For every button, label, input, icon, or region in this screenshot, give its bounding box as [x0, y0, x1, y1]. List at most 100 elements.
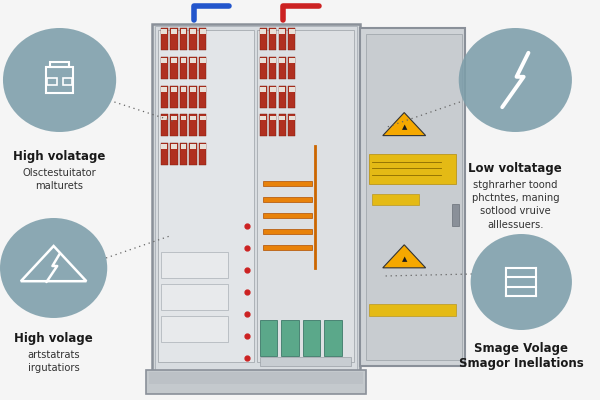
FancyBboxPatch shape — [270, 87, 276, 92]
Polygon shape — [383, 112, 425, 136]
FancyBboxPatch shape — [361, 28, 464, 366]
FancyBboxPatch shape — [161, 114, 168, 136]
Text: High volage: High volage — [14, 332, 93, 345]
FancyBboxPatch shape — [181, 87, 187, 92]
FancyBboxPatch shape — [190, 58, 196, 63]
FancyBboxPatch shape — [171, 87, 177, 92]
FancyBboxPatch shape — [269, 28, 277, 50]
FancyBboxPatch shape — [260, 28, 267, 50]
FancyBboxPatch shape — [190, 143, 197, 165]
FancyBboxPatch shape — [181, 144, 187, 149]
FancyBboxPatch shape — [324, 320, 342, 356]
FancyBboxPatch shape — [190, 57, 197, 79]
FancyBboxPatch shape — [260, 87, 266, 92]
FancyBboxPatch shape — [170, 86, 178, 108]
FancyBboxPatch shape — [200, 116, 206, 120]
FancyBboxPatch shape — [161, 284, 228, 310]
FancyBboxPatch shape — [263, 228, 311, 234]
FancyBboxPatch shape — [170, 57, 178, 79]
Ellipse shape — [3, 28, 116, 132]
FancyBboxPatch shape — [280, 87, 286, 92]
FancyBboxPatch shape — [279, 28, 286, 50]
FancyBboxPatch shape — [161, 29, 167, 34]
FancyBboxPatch shape — [159, 117, 174, 122]
FancyBboxPatch shape — [280, 116, 286, 120]
FancyBboxPatch shape — [260, 114, 267, 136]
FancyBboxPatch shape — [161, 316, 228, 342]
FancyBboxPatch shape — [260, 116, 266, 120]
FancyBboxPatch shape — [171, 116, 177, 120]
FancyBboxPatch shape — [260, 58, 266, 63]
FancyBboxPatch shape — [170, 28, 178, 50]
FancyBboxPatch shape — [289, 28, 295, 50]
FancyBboxPatch shape — [270, 58, 276, 63]
FancyBboxPatch shape — [170, 114, 178, 136]
FancyBboxPatch shape — [171, 144, 177, 149]
FancyBboxPatch shape — [279, 57, 286, 79]
FancyBboxPatch shape — [180, 28, 187, 50]
FancyBboxPatch shape — [270, 116, 276, 120]
FancyBboxPatch shape — [289, 116, 295, 120]
FancyBboxPatch shape — [161, 116, 167, 120]
FancyBboxPatch shape — [200, 87, 206, 92]
FancyBboxPatch shape — [181, 29, 187, 34]
FancyBboxPatch shape — [260, 29, 266, 34]
FancyBboxPatch shape — [190, 28, 197, 50]
FancyBboxPatch shape — [367, 34, 462, 360]
FancyBboxPatch shape — [281, 320, 299, 356]
FancyBboxPatch shape — [190, 114, 197, 136]
FancyBboxPatch shape — [161, 252, 228, 278]
FancyBboxPatch shape — [199, 114, 206, 136]
FancyBboxPatch shape — [155, 26, 358, 370]
FancyBboxPatch shape — [289, 57, 295, 79]
FancyBboxPatch shape — [181, 58, 187, 63]
Polygon shape — [383, 245, 425, 268]
FancyBboxPatch shape — [180, 86, 187, 108]
FancyBboxPatch shape — [260, 86, 267, 108]
FancyBboxPatch shape — [289, 29, 295, 34]
Text: Low voltatage: Low voltatage — [469, 162, 562, 175]
FancyBboxPatch shape — [180, 114, 187, 136]
FancyBboxPatch shape — [257, 30, 355, 362]
Text: High volatage: High volatage — [13, 150, 106, 163]
FancyBboxPatch shape — [180, 143, 187, 165]
FancyBboxPatch shape — [280, 29, 286, 34]
FancyBboxPatch shape — [289, 87, 295, 92]
Text: Smage Volage
Smagor Inellations: Smage Volage Smagor Inellations — [459, 342, 584, 370]
FancyBboxPatch shape — [161, 28, 168, 50]
FancyBboxPatch shape — [199, 28, 206, 50]
FancyBboxPatch shape — [289, 86, 295, 108]
FancyBboxPatch shape — [199, 86, 206, 108]
FancyBboxPatch shape — [279, 86, 286, 108]
FancyBboxPatch shape — [269, 86, 277, 108]
FancyBboxPatch shape — [181, 116, 187, 120]
Text: ▲: ▲ — [401, 124, 407, 130]
FancyBboxPatch shape — [270, 29, 276, 34]
FancyBboxPatch shape — [260, 357, 352, 366]
FancyBboxPatch shape — [200, 29, 206, 34]
FancyBboxPatch shape — [190, 86, 197, 108]
FancyBboxPatch shape — [171, 29, 177, 34]
FancyBboxPatch shape — [161, 86, 168, 108]
FancyBboxPatch shape — [159, 87, 174, 92]
Ellipse shape — [459, 28, 572, 132]
FancyBboxPatch shape — [171, 58, 177, 63]
FancyBboxPatch shape — [161, 58, 167, 63]
FancyBboxPatch shape — [260, 57, 267, 79]
FancyBboxPatch shape — [279, 114, 286, 136]
FancyBboxPatch shape — [152, 24, 361, 372]
Text: stghrarher toond
phctntes, maning
sotlood vruive
alllessuers.: stghrarher toond phctntes, maning sotloo… — [472, 180, 559, 230]
FancyBboxPatch shape — [149, 372, 364, 384]
FancyBboxPatch shape — [373, 194, 419, 205]
FancyBboxPatch shape — [161, 144, 167, 149]
FancyBboxPatch shape — [190, 144, 196, 149]
FancyBboxPatch shape — [170, 143, 178, 165]
Ellipse shape — [470, 234, 572, 330]
FancyBboxPatch shape — [303, 320, 320, 356]
FancyBboxPatch shape — [158, 30, 254, 362]
FancyBboxPatch shape — [190, 116, 196, 120]
FancyBboxPatch shape — [269, 114, 277, 136]
FancyBboxPatch shape — [199, 57, 206, 79]
FancyBboxPatch shape — [370, 154, 456, 184]
FancyBboxPatch shape — [159, 107, 174, 112]
